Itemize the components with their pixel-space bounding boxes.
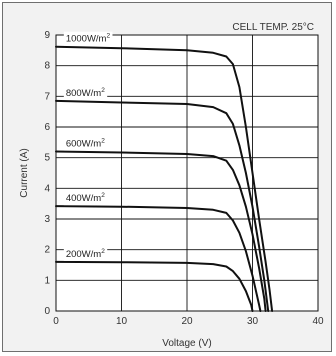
x-axis-label: Voltage (V) [162, 338, 211, 349]
y-tick-label: 1 [44, 275, 50, 286]
x-tick-label: 30 [247, 316, 259, 327]
curve-label-superscript: 2 [101, 248, 105, 255]
cell-temp-annotation: CELL TEMP. 25°C [232, 22, 314, 33]
curve-label-superscript: 2 [106, 33, 110, 40]
curve-label-background [63, 246, 108, 261]
curve-label: 800W/m2 [66, 87, 105, 99]
x-tick-label: 10 [116, 316, 128, 327]
curve-label: 1000W/m2 [66, 33, 111, 45]
curve-label-background [63, 136, 108, 151]
curve-label-text: 400W/m [66, 193, 101, 204]
iv-curve [55, 260, 254, 312]
curve-label-superscript: 2 [101, 87, 105, 94]
curve-label-superscript: 2 [101, 192, 105, 199]
y-tick-label: 4 [44, 183, 50, 194]
curve-label-text: 800W/m [66, 88, 101, 99]
iv-curve [55, 150, 267, 312]
curves [55, 45, 274, 312]
iv-curve [55, 99, 270, 312]
x-tick-labels: 0 10 20 30 40 [53, 316, 324, 327]
iv-curve [55, 205, 262, 312]
y-tick-label: 0 [44, 306, 50, 317]
curve-label-background [63, 31, 113, 46]
y-tick-label: 8 [44, 61, 50, 72]
x-tick-label: 0 [53, 316, 59, 327]
iv-curve [55, 45, 274, 312]
curve-label: 400W/m2 [66, 192, 105, 204]
y-tick-label: 9 [44, 30, 50, 41]
curve-label-background [63, 85, 108, 100]
curve-label-text: 600W/m [66, 139, 101, 150]
y-tick-label: 2 [44, 245, 50, 256]
x-tick-label: 40 [312, 316, 324, 327]
curve-label-text: 1000W/m [66, 34, 107, 45]
curve-label: 200W/m2 [66, 248, 105, 260]
curve-label-text: 200W/m [66, 249, 101, 260]
curve-label-superscript: 2 [101, 138, 105, 145]
y-tick-label: 6 [44, 122, 50, 133]
x-tick-label: 20 [181, 316, 193, 327]
y-tick-label: 5 [44, 153, 50, 164]
curve-label-background [63, 191, 108, 206]
y-tick-label: 7 [44, 91, 50, 102]
y-tick-label: 3 [44, 214, 50, 225]
y-tick-labels: 0 1 2 3 4 5 6 7 8 9 [44, 30, 50, 317]
y-axis-label: Current (A) [19, 148, 30, 197]
curve-label: 600W/m2 [66, 138, 105, 150]
